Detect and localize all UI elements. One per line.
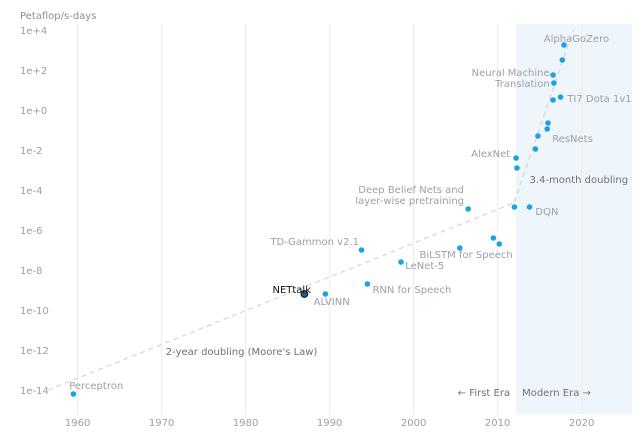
y-tick-label: 1e-6 bbox=[20, 226, 43, 237]
data-point bbox=[70, 391, 77, 397]
x-tick-label: 1980 bbox=[233, 418, 258, 429]
data-point bbox=[526, 204, 533, 210]
data-point bbox=[358, 247, 365, 253]
data-point bbox=[490, 235, 497, 241]
x-tick-label: 2010 bbox=[485, 418, 510, 429]
annotation-label: LeNet-5 bbox=[405, 261, 444, 272]
y-tick-label: 1e-4 bbox=[20, 186, 43, 197]
modern-era-shade bbox=[516, 24, 632, 414]
x-tick-label: 1970 bbox=[149, 418, 174, 429]
data-point bbox=[559, 57, 566, 63]
x-tick-label: 2000 bbox=[401, 418, 426, 429]
data-point bbox=[544, 126, 550, 132]
y-tick-label: 1e+2 bbox=[20, 66, 47, 77]
y-tick-label: 1e-8 bbox=[20, 266, 43, 277]
data-point bbox=[398, 259, 404, 265]
annotation-label: Perceptron bbox=[69, 381, 123, 392]
annotation-label: NETtalk bbox=[272, 285, 311, 296]
data-point bbox=[514, 165, 520, 171]
data-point bbox=[513, 155, 519, 161]
annotation-label: AlexNet bbox=[471, 149, 510, 160]
data-point bbox=[465, 206, 472, 212]
x-tick-label: 1990 bbox=[317, 418, 342, 429]
annotation-label: AlphaGoZero bbox=[544, 34, 609, 45]
data-point bbox=[511, 204, 518, 210]
y-tick-label: 1e-10 bbox=[20, 306, 49, 317]
x-tick-label: 2020 bbox=[569, 418, 594, 429]
annotation-label: RNN for Speech bbox=[372, 285, 451, 296]
annotation-label: 2-year doubling (Moore's Law) bbox=[166, 347, 318, 358]
data-point bbox=[557, 94, 564, 100]
annotation-label: ResNets bbox=[552, 134, 593, 145]
y-tick-label: 1e+4 bbox=[20, 26, 47, 37]
data-point bbox=[364, 281, 371, 287]
annotation-label: BiLSTM for Speech bbox=[419, 250, 512, 261]
y-axis-ticks: 1e+4 1e+2 1e+0 1e-2 1e-4 1e-6 1e-8 1e-10 1e-12 1e… bbox=[20, 26, 49, 397]
annotation-label: Deep Belief Nets and bbox=[358, 185, 464, 196]
x-tick-label: 1960 bbox=[65, 418, 90, 429]
annotation-label: layer-wise pretraining bbox=[355, 196, 464, 207]
data-point bbox=[535, 133, 541, 139]
data-point bbox=[550, 97, 556, 103]
data-point bbox=[550, 72, 556, 78]
grid-lines bbox=[77, 24, 583, 414]
data-points bbox=[70, 42, 567, 397]
annotation-label: DQN bbox=[535, 207, 558, 218]
x-axis-ticks: 1960 1970 1980 1990 2000 2010 2020 bbox=[65, 418, 594, 429]
y-tick-label: 1e+0 bbox=[20, 106, 47, 117]
y-tick-label: 1e-14 bbox=[20, 386, 49, 397]
annotation-label: TD-Gammon v2.1 bbox=[269, 237, 359, 248]
data-point bbox=[545, 120, 551, 126]
data-point bbox=[532, 146, 539, 152]
annotation-label: TI7 Dota 1v1 bbox=[566, 94, 631, 105]
trend-lines bbox=[47, 29, 574, 391]
data-point bbox=[300, 290, 309, 298]
modern-era-label: Modern Era → bbox=[522, 388, 591, 399]
annotation-label: 3.4-month doubling bbox=[530, 175, 629, 186]
first-era-label: ← First Era bbox=[458, 388, 510, 399]
data-point bbox=[322, 291, 329, 297]
annotation-label: Translation bbox=[494, 79, 550, 90]
data-point bbox=[457, 245, 463, 251]
data-point bbox=[561, 42, 567, 48]
y-tick-label: 1e-12 bbox=[20, 346, 49, 357]
annotation-label: ALVINN bbox=[314, 297, 350, 308]
trend-line bbox=[47, 201, 517, 391]
y-tick-label: 1e-2 bbox=[20, 146, 43, 157]
trend-line bbox=[513, 29, 574, 203]
annotation-label: Neural Machine bbox=[472, 68, 550, 79]
data-point bbox=[496, 241, 503, 247]
data-point bbox=[551, 80, 557, 86]
y-axis-label: Petaflop/s-days bbox=[20, 11, 96, 22]
